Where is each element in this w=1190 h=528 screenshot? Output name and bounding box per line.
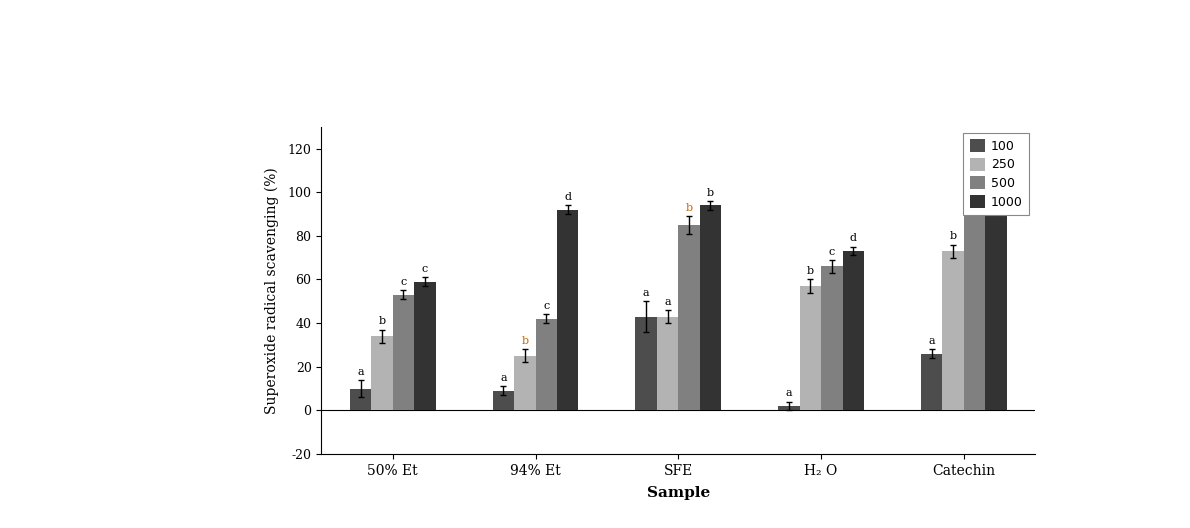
- Bar: [536, 319, 557, 410]
- Bar: [800, 286, 821, 410]
- Text: a: a: [785, 389, 793, 399]
- Bar: [821, 267, 843, 410]
- Bar: [371, 336, 393, 410]
- Bar: [985, 201, 1007, 410]
- Bar: [921, 354, 942, 410]
- Bar: [700, 205, 721, 410]
- Text: b: b: [707, 187, 714, 197]
- Text: a: a: [357, 366, 364, 376]
- Text: c: c: [400, 277, 407, 287]
- Text: b: b: [807, 266, 814, 276]
- Bar: [678, 225, 700, 410]
- Bar: [843, 251, 864, 410]
- Text: b: b: [950, 231, 957, 241]
- Bar: [657, 317, 678, 410]
- Bar: [393, 295, 414, 410]
- Bar: [493, 391, 514, 410]
- Bar: [778, 406, 800, 410]
- Text: a: a: [500, 373, 507, 383]
- X-axis label: Sample: Sample: [646, 486, 710, 500]
- Bar: [514, 356, 536, 410]
- Legend: 100, 250, 500, 1000: 100, 250, 500, 1000: [964, 133, 1029, 215]
- Text: d: d: [564, 192, 571, 202]
- Text: c: c: [421, 264, 428, 274]
- Text: d: d: [850, 233, 857, 243]
- Y-axis label: Superoxide radical scavenging (%): Superoxide radical scavenging (%): [265, 167, 280, 414]
- Text: b: b: [378, 316, 386, 326]
- Text: a: a: [928, 336, 935, 346]
- Bar: [557, 210, 578, 410]
- Text: c: c: [828, 247, 835, 257]
- Text: d: d: [992, 183, 1000, 193]
- Text: a: a: [664, 297, 671, 307]
- Text: a: a: [643, 288, 650, 298]
- Text: b: b: [521, 336, 528, 346]
- Bar: [942, 251, 964, 410]
- Bar: [414, 281, 436, 410]
- Bar: [635, 317, 657, 410]
- Text: c: c: [543, 301, 550, 311]
- Bar: [964, 210, 985, 410]
- Bar: [350, 389, 371, 410]
- Text: b: b: [685, 203, 693, 213]
- Text: c: c: [971, 192, 978, 202]
